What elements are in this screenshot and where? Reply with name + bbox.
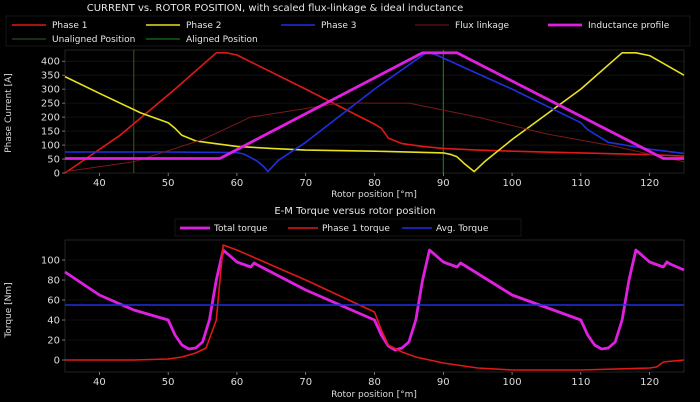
x-tick-label: 80 <box>368 377 381 388</box>
y-tick-label: 100 <box>41 256 60 267</box>
y-tick-label: 60 <box>47 296 60 307</box>
legend-item-aligned: Aligned Position <box>146 35 258 45</box>
legend-item-avg-torque: Avg. Torque <box>402 224 489 234</box>
x-tick-label: 120 <box>640 178 659 189</box>
legend-label-phase1-torque: Phase 1 torque <box>322 224 390 234</box>
legend-label-total-torque: Total torque <box>213 224 268 234</box>
y-tick-label: 350 <box>41 71 60 82</box>
legend-item-phase3: Phase 3 <box>281 21 356 31</box>
legend-label-unaligned: Unaligned Position <box>52 35 135 45</box>
legend-box-current <box>5 15 691 47</box>
x-tick-label: 100 <box>503 178 522 189</box>
x-tick-label: 70 <box>299 178 312 189</box>
x-tick-label: 50 <box>162 377 175 388</box>
y-tick-label: 50 <box>47 155 60 166</box>
legend-item-phase1-torque: Phase 1 torque <box>288 224 390 234</box>
y-axis-label-torque: Torque [Nm] <box>4 282 14 338</box>
legend-item-phase2: Phase 2 <box>146 21 221 31</box>
legend-label-phase2: Phase 2 <box>186 21 221 31</box>
y-tick-label: 300 <box>41 85 60 96</box>
x-tick-label: 70 <box>299 377 312 388</box>
x-axis-label-torque: Rotor position [°m] <box>331 390 417 400</box>
y-tick-label: 80 <box>47 276 60 287</box>
y-tick-label: 0 <box>54 356 60 367</box>
y-tick-label: 20 <box>47 336 60 347</box>
x-tick-label: 120 <box>640 377 659 388</box>
legend-item-flux: Flux linkage <box>415 21 510 31</box>
y-tick-label: 150 <box>41 127 60 138</box>
series-line-flux-linkage <box>64 102 685 173</box>
chart-title-current: CURRENT vs. ROTOR POSITION, with scaled … <box>87 3 464 14</box>
legend-label-aligned: Aligned Position <box>186 35 258 45</box>
x-tick-label: 100 <box>503 377 522 388</box>
legend-box-torque <box>174 218 522 237</box>
y-tick-label: 40 <box>47 316 60 327</box>
y-tick-label: 200 <box>41 113 60 124</box>
legend-label-avg-torque: Avg. Torque <box>436 224 489 234</box>
x-tick-label: 80 <box>368 178 381 189</box>
x-axis-label-current: Rotor position [°m] <box>331 190 417 200</box>
x-tick-label: 50 <box>162 178 175 189</box>
legend-item-unaligned: Unaligned Position <box>12 35 135 45</box>
x-tick-label: 40 <box>93 178 106 189</box>
x-tick-label: 60 <box>231 178 244 189</box>
x-tick-label: 60 <box>231 377 244 388</box>
plot-area-current <box>64 49 685 174</box>
x-tick-label: 110 <box>571 377 590 388</box>
plot-area-torque <box>64 239 685 373</box>
legend-label-inductance: Inductance profile <box>588 21 670 31</box>
legend-label-flux: Flux linkage <box>455 21 510 31</box>
series-line-inductance-profile <box>65 51 684 160</box>
legend-item-inductance: Inductance profile <box>548 21 670 31</box>
legend-label-phase1: Phase 1 <box>52 21 87 31</box>
y-tick-label: 0 <box>54 169 60 180</box>
x-tick-label: 90 <box>437 377 450 388</box>
series-line-total-torque <box>64 248 685 352</box>
x-tick-label: 110 <box>571 178 590 189</box>
x-tick-label: 40 <box>93 377 106 388</box>
legend-label-phase3: Phase 3 <box>321 21 356 31</box>
legend-item-total-torque: Total torque <box>180 224 268 234</box>
y-axis-label-current: Phase Current [A] <box>4 73 14 153</box>
y-tick-label: 250 <box>41 99 60 110</box>
series-line-phase-2 <box>64 51 685 173</box>
x-tick-label: 90 <box>437 178 450 189</box>
series-line-phase-1 <box>64 51 685 174</box>
y-tick-label: 100 <box>41 141 60 152</box>
y-tick-label: 400 <box>41 57 60 68</box>
series-line-phase-3 <box>65 51 685 173</box>
legend-item-phase1: Phase 1 <box>12 21 87 31</box>
series-line-phase-1-torque <box>65 244 685 371</box>
chart-title-torque: E-M Torque versus rotor position <box>274 206 435 217</box>
